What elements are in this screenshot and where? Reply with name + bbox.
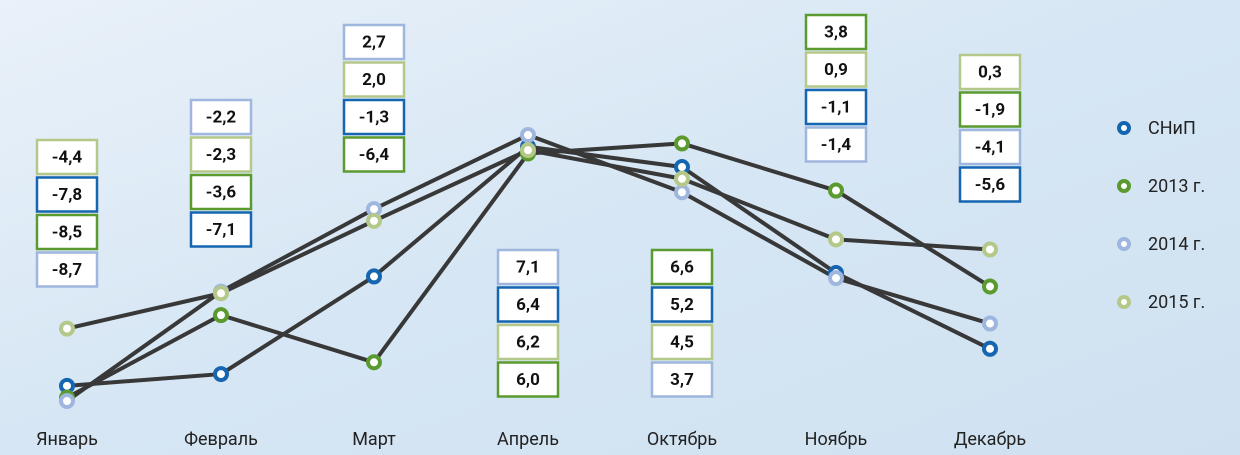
value-box xyxy=(189,211,253,248)
value-box xyxy=(804,88,868,126)
value-box xyxy=(35,213,99,251)
value-label: -5,6 xyxy=(975,175,1006,195)
x-tick-label: Октябрь xyxy=(647,429,717,450)
legend-marker xyxy=(1117,295,1131,309)
point xyxy=(674,184,690,201)
value-label: -4,4 xyxy=(52,147,83,167)
value-label: -2,2 xyxy=(206,107,237,127)
x-tick-label: Декабрь xyxy=(954,429,1026,450)
value-box xyxy=(342,98,406,136)
value-box xyxy=(804,126,868,163)
value-box xyxy=(650,361,714,398)
value-label: 6,6 xyxy=(670,257,694,277)
point xyxy=(828,182,844,199)
point xyxy=(213,307,229,324)
value-label: -8,7 xyxy=(52,260,83,280)
point xyxy=(213,285,229,302)
value-box xyxy=(650,286,714,323)
point xyxy=(366,268,382,285)
x-tick-label: Апрель xyxy=(497,429,559,450)
value-label: -7,1 xyxy=(206,220,236,240)
value-label: 5,2 xyxy=(670,295,694,315)
legend-label: 2015 г. xyxy=(1148,292,1205,313)
point xyxy=(828,270,844,287)
value-label: 6,2 xyxy=(516,332,540,352)
value-label: -1,4 xyxy=(821,135,852,155)
point xyxy=(59,393,75,409)
value-box xyxy=(496,286,560,323)
value-box xyxy=(35,176,99,213)
legend-label: 2013 г. xyxy=(1148,176,1205,197)
value-label: 0,3 xyxy=(978,62,1002,82)
x-tick-label: Март xyxy=(352,429,396,450)
point xyxy=(982,241,998,258)
legend-label: СНиП xyxy=(1148,118,1196,139)
point xyxy=(674,135,690,152)
point xyxy=(366,354,382,371)
value-box xyxy=(35,251,99,288)
value-label: -1,1 xyxy=(821,97,851,117)
value-label: 2,7 xyxy=(362,32,386,52)
value-label: -8,5 xyxy=(52,222,83,242)
point xyxy=(828,231,844,248)
value-box xyxy=(496,361,560,398)
legend-label: 2014 г. xyxy=(1148,234,1205,255)
x-tick-label: Ноябрь xyxy=(805,429,868,450)
value-label: 3,7 xyxy=(670,370,694,390)
value-box xyxy=(496,323,560,361)
value-label: 6,4 xyxy=(516,295,540,315)
value-box xyxy=(342,23,406,61)
value-box xyxy=(342,61,406,98)
value-box xyxy=(342,136,406,173)
value-label: -1,9 xyxy=(975,100,1005,120)
point xyxy=(674,170,690,187)
value-label: -1,3 xyxy=(359,107,389,127)
value-label: 7,1 xyxy=(516,257,540,277)
point xyxy=(982,340,998,357)
value-label: -4,1 xyxy=(975,137,1005,157)
value-box xyxy=(650,323,714,361)
value-label: 0,9 xyxy=(824,60,848,80)
legend-marker xyxy=(1117,179,1131,193)
point xyxy=(982,315,998,332)
x-tick-label: Январь xyxy=(36,429,98,450)
value-label: 2,0 xyxy=(362,70,386,90)
legend-marker xyxy=(1117,121,1131,135)
value-box xyxy=(958,166,1022,203)
value-label: -3,6 xyxy=(206,182,237,202)
x-tick-label: Февраль xyxy=(184,429,258,450)
value-label: 3,8 xyxy=(824,22,848,42)
value-box xyxy=(650,248,714,286)
point xyxy=(366,212,382,229)
legend-marker xyxy=(1117,237,1131,251)
point xyxy=(213,366,229,383)
point xyxy=(59,320,75,337)
value-label: 4,5 xyxy=(670,332,694,352)
value-box xyxy=(496,248,560,286)
point xyxy=(520,142,536,159)
value-label: 6,0 xyxy=(516,370,540,390)
point xyxy=(982,278,998,295)
value-box xyxy=(189,98,253,136)
value-label: -6,4 xyxy=(359,145,390,165)
value-box xyxy=(804,51,868,88)
value-box xyxy=(35,138,99,176)
value-box xyxy=(189,173,253,211)
point xyxy=(520,127,536,143)
value-label: -2,3 xyxy=(206,145,236,165)
value-box xyxy=(958,91,1022,128)
value-box xyxy=(958,128,1022,166)
value-label: -7,8 xyxy=(52,185,82,205)
value-box xyxy=(804,13,868,51)
value-box xyxy=(958,53,1022,91)
value-box xyxy=(189,136,253,173)
